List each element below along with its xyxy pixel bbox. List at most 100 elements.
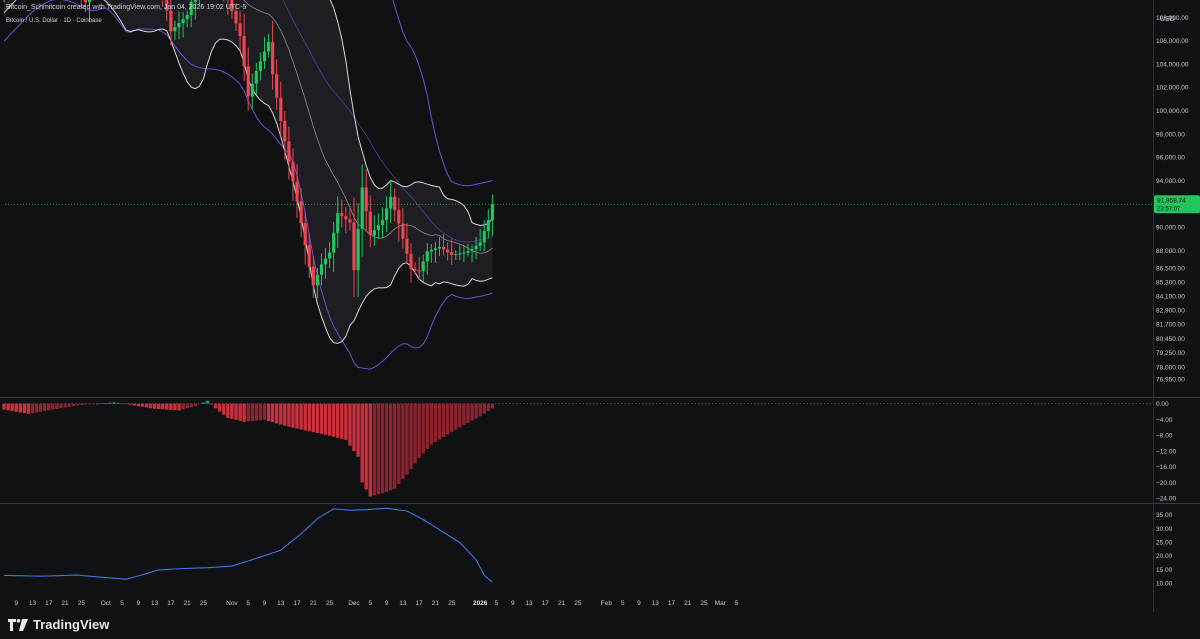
histogram-bar: [79, 403, 83, 405]
candle-body: [413, 269, 417, 271]
time-axis-tick: 21: [558, 600, 566, 607]
histogram-bar: [295, 403, 299, 429]
histogram-bar: [258, 403, 263, 421]
histogram-bar: [55, 403, 59, 409]
time-axis-tick: 9: [511, 600, 515, 607]
histogram-bar: [405, 403, 409, 475]
histogram-axis-tick: 0.00: [1156, 401, 1169, 408]
price-axis-tick: 86,500.00: [1156, 265, 1185, 272]
histogram-bar: [275, 403, 279, 424]
histogram-bar: [441, 403, 446, 437]
time-axis-tick: 9: [637, 600, 641, 607]
histogram-bar: [226, 403, 230, 418]
histogram-bar: [59, 403, 63, 409]
histogram-bar: [148, 403, 153, 409]
price-axis-tick: 81,700.00: [1156, 321, 1185, 328]
candle-body: [397, 210, 401, 224]
candle-body: [433, 248, 437, 250]
price-axis-tick: 76,950.00: [1156, 377, 1185, 384]
currency-label[interactable]: USD: [1160, 16, 1175, 23]
histogram-bar: [490, 403, 495, 409]
histogram-axis-tick: −8.00: [1156, 433, 1173, 440]
candle-body: [246, 66, 250, 97]
candle-body: [478, 242, 482, 246]
candle-body: [315, 274, 319, 286]
time-axis-tick: 17: [293, 600, 301, 607]
candle-body: [417, 270, 421, 272]
candle-body: [165, 0, 169, 11]
line-axis-tick: 10.00: [1156, 581, 1173, 588]
chart-watermark: Bitcoin_Schmitcoin created with TradingV…: [6, 4, 247, 11]
candle-body: [83, 0, 87, 3]
price-axis-tick: 108,000.00: [1156, 15, 1189, 22]
histogram-bar: [161, 403, 165, 410]
price-axis-tick: 88,000.00: [1156, 248, 1185, 255]
histogram-bar: [116, 403, 120, 404]
outer-band-upper: [392, 0, 493, 187]
histogram-bar: [30, 403, 35, 414]
candle-body: [234, 11, 238, 24]
histogram-bar: [311, 403, 315, 433]
candle-body: [189, 1, 193, 15]
histogram-bar: [462, 403, 466, 425]
histogram-bar: [222, 403, 226, 415]
histogram-bar: [270, 403, 275, 423]
histogram-bar: [425, 403, 429, 449]
histogram-bar: [454, 403, 458, 430]
price-axis-tick: 85,300.00: [1156, 279, 1185, 286]
histogram-bar: [287, 403, 291, 427]
time-axis-tick: 13: [151, 600, 159, 607]
histogram-bar: [336, 403, 340, 438]
histogram-bar: [197, 403, 202, 405]
histogram-bar: [266, 403, 271, 421]
time-axis-tick: Mar: [715, 600, 727, 607]
histogram-bar: [169, 403, 173, 410]
histogram-bar: [181, 403, 185, 410]
histogram-bar: [185, 403, 189, 409]
time-axis-tick: 25: [326, 600, 334, 607]
histogram-axis-tick: −24.00: [1156, 496, 1176, 503]
candle-body: [340, 213, 344, 217]
candle-body: [262, 51, 267, 62]
tradingview-logo[interactable]: TradingView: [8, 617, 109, 632]
histogram-bar: [213, 403, 218, 409]
time-axis-tick: Oct: [101, 600, 111, 607]
price-axis-tick: 80,450.00: [1156, 336, 1185, 343]
candle-body: [356, 228, 360, 271]
histogram-bar: [279, 403, 283, 425]
line-axis-tick: 30.00: [1156, 526, 1173, 533]
candle-body: [376, 225, 380, 231]
outer-band-basis: [282, 0, 493, 243]
candle-body: [368, 211, 372, 236]
time-axis-tick: 9: [14, 600, 18, 607]
last-price-value: 91,958.74: [1157, 198, 1186, 205]
histogram-bar: [356, 403, 360, 457]
histogram-bar: [332, 403, 336, 437]
histogram-bar: [140, 403, 145, 407]
time-axis-tick: 25: [200, 600, 208, 607]
time-axis-tick: 13: [399, 600, 407, 607]
time-axis-tick: 25: [700, 600, 708, 607]
candle-body: [409, 253, 413, 269]
histogram-bar: [246, 403, 250, 422]
histogram-bar: [234, 403, 238, 420]
candle-body: [250, 83, 254, 97]
candle-body: [328, 252, 332, 259]
price-axis-tick: 90,000.00: [1156, 225, 1185, 232]
histogram-bar: [218, 403, 222, 412]
histogram-bar: [429, 403, 434, 445]
time-axis-tick: Feb: [601, 600, 613, 607]
histogram-bar: [83, 403, 88, 405]
histogram-bar: [389, 403, 393, 491]
time-axis-tick: 21: [310, 600, 318, 607]
time-axis-tick: 21: [61, 600, 69, 607]
price-countdown: 23:57:07: [1157, 207, 1181, 213]
candle-body: [275, 74, 279, 98]
time-axis-tick: 13: [652, 600, 660, 607]
histogram-bar: [262, 403, 267, 420]
histogram-bar: [10, 403, 14, 411]
candle-body: [348, 219, 352, 223]
candle-body: [295, 181, 299, 202]
candle-body: [474, 245, 478, 250]
